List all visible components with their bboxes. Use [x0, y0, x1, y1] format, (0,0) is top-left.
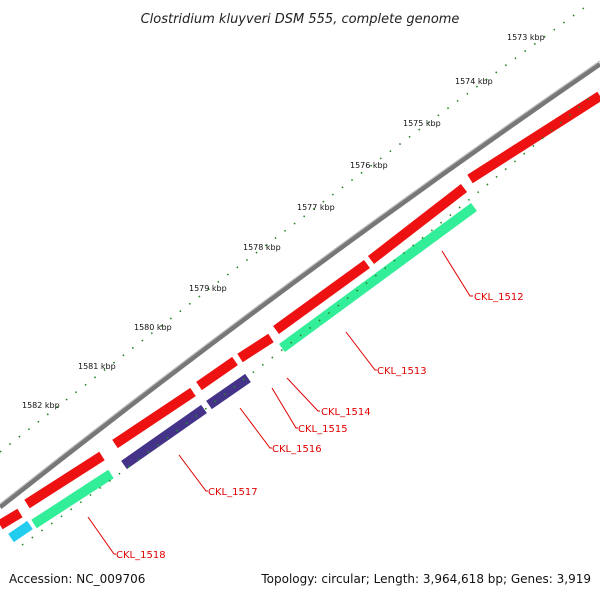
gene-label: CKL_1514: [321, 407, 371, 418]
kbp-labels: 1573 kbp 1574 kbp 1575 kbp 1576 kbp 1577…: [22, 33, 545, 410]
accession-text: Accession: NC_009706: [9, 572, 146, 586]
gene-labels: CKL_1512 CKL_1513 CKL_1514 CKL_1515 CKL_…: [116, 292, 524, 561]
gene-label: CKL_1516: [272, 444, 322, 455]
cds-track: [0, 91, 600, 530]
gene-feature: [121, 404, 207, 470]
kbp-label: 1576 kbp: [350, 161, 388, 170]
gene-feature: [279, 202, 477, 353]
gene-label: CKL_1518: [116, 550, 166, 561]
callout-lines: [87, 250, 473, 555]
outer-tick-ring: [0, 4, 589, 453]
cds-feature: [237, 333, 274, 363]
gene-feature: [31, 469, 114, 529]
cds-feature: [367, 184, 468, 264]
genome-summary-text: Topology: circular; Length: 3,964,618 bp…: [261, 572, 591, 586]
cds-feature: [112, 387, 196, 449]
kbp-label: 1581 kbp: [78, 362, 116, 371]
gene-feature: [8, 520, 33, 543]
cds-feature: [196, 356, 238, 391]
kbp-label: 1582 kbp: [22, 401, 60, 410]
cds-feature: [24, 451, 105, 509]
gene-label: CKL_1515: [298, 424, 348, 435]
cds-feature: [273, 259, 370, 335]
cds-feature: [0, 508, 23, 530]
kbp-label: 1578 kbp: [243, 243, 281, 252]
gene-label: CKL_1517: [208, 487, 258, 498]
genome-backbone: [0, 60, 600, 509]
cds-feature: [467, 91, 600, 184]
kbp-label: 1577 kbp: [297, 203, 335, 212]
gene-label: CKL_1512: [474, 292, 524, 303]
kbp-label: 1579 kbp: [189, 284, 227, 293]
kbp-label: 1574 kbp: [455, 77, 493, 86]
kbp-label: 1573 kbp: [507, 33, 545, 42]
map-title: Clostridium kluyveri DSM 555, complete g…: [141, 12, 460, 27]
gene-label: CKL_1513: [377, 366, 427, 377]
kbp-label: 1580 kbp: [134, 323, 172, 332]
kbp-label: 1575 kbp: [403, 119, 441, 128]
